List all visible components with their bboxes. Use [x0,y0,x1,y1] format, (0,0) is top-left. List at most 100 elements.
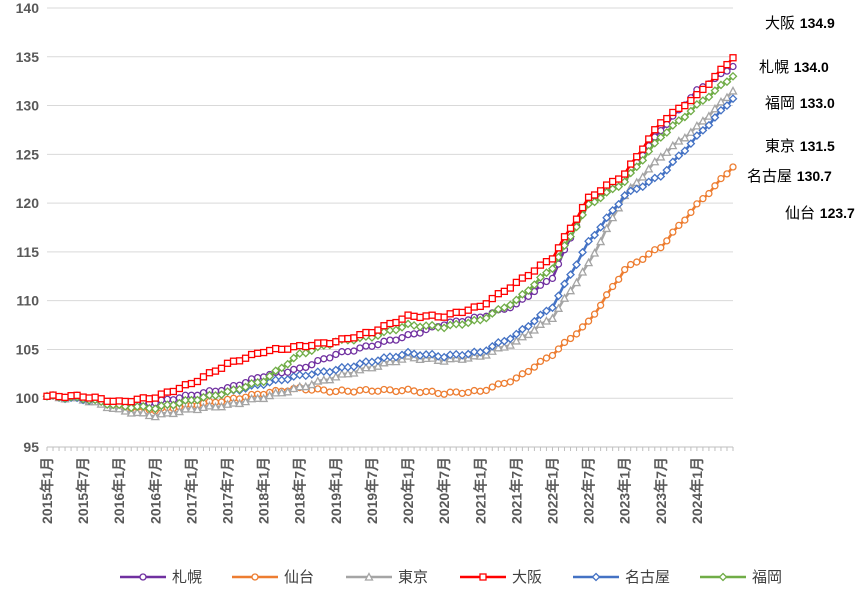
data-point [361,362,371,372]
y-tick-label: 95 [23,439,39,455]
end-label: 名古屋 130.7 [747,167,832,185]
data-point [132,407,142,417]
data-point [518,274,527,282]
data-point [530,363,539,371]
data-point [150,404,160,414]
x-tick-label: 2020年7月 [436,457,452,524]
data-point [536,310,545,320]
data-point [144,403,154,413]
data-point [499,336,509,346]
data-point [487,341,497,351]
data-point [409,320,419,330]
data-point [541,316,552,325]
data-point [338,386,346,394]
x-tick-label: 2024年1月 [689,457,705,524]
end-label-name: 札幌 [759,58,794,76]
data-point [542,258,551,266]
data-point [302,342,310,351]
data-point [55,392,63,401]
data-point [662,165,672,175]
data-point [536,281,545,289]
data-point [481,346,491,356]
data-point [355,359,365,369]
data-point [259,393,269,403]
data-point [428,387,436,395]
legend-label: 仙台 [284,568,314,586]
data-point [439,352,449,362]
data-point [566,224,575,232]
data-point [717,65,725,73]
data-point [302,363,310,372]
data-point [692,120,702,130]
data-point [138,401,148,411]
data-point [350,388,358,396]
data-point [162,408,172,417]
data-point [313,376,323,385]
y-tick-label: 125 [16,146,40,162]
data-point [476,387,484,395]
data-point [632,184,642,194]
data-point [451,319,461,329]
data-point [367,357,377,367]
data-point [422,312,430,320]
data-point [332,350,340,359]
data-point [608,282,617,291]
data-point [656,133,666,142]
data-point [542,268,551,278]
data-point [699,85,707,94]
x-tick-label: 2021年7月 [508,457,524,524]
end-label-name: 仙台 [785,204,820,222]
data-point [590,230,600,240]
data-point [705,189,713,198]
data-point [572,215,581,223]
x-tick-label: 2015年1月 [39,457,55,524]
data-point [271,375,281,385]
data-point [169,387,178,396]
data-point [463,318,473,328]
data-point [126,408,136,417]
data-point [560,279,569,289]
series-lines [42,54,738,421]
data-point [523,329,533,339]
data-point [530,267,539,275]
legend-label: 大阪 [512,568,542,586]
data-point [380,337,388,345]
data-point [668,157,678,167]
data-point [49,391,57,399]
legend: 札幌 仙台 東京 大阪 名古屋 福岡 [120,568,782,586]
legend-item: 大阪 [460,568,542,586]
data-point [651,246,659,254]
legend-label: 名古屋 [625,568,670,586]
data-point [517,289,527,299]
end-label-name: 福岡 [765,94,800,112]
data-point [530,287,539,296]
data-point [421,350,431,359]
data-point [451,349,461,359]
data-point [180,404,190,413]
data-point [680,132,690,142]
data-point [85,394,93,402]
x-tick-label: 2019年1月 [328,457,344,524]
x-tick-label: 2023年1月 [617,457,633,524]
y-tick-label: 140 [16,0,40,16]
data-point [97,395,105,403]
data-point [698,116,708,125]
data-point [331,371,341,381]
data-point [175,384,184,393]
data-point [722,77,732,87]
data-point [633,153,641,161]
data-point [494,290,502,298]
data-point [331,365,341,375]
data-point [710,113,720,122]
data-point [554,345,563,353]
data-point [421,321,431,331]
data-point [265,390,275,400]
data-point [560,241,569,250]
y-axis: 95 100 105 110 115 120 125 130 135 140 [16,0,40,455]
data-point [109,397,117,405]
data-point [398,334,406,342]
end-label-value: 134.0 [794,59,829,75]
data-point [314,385,322,393]
data-point [548,303,557,313]
